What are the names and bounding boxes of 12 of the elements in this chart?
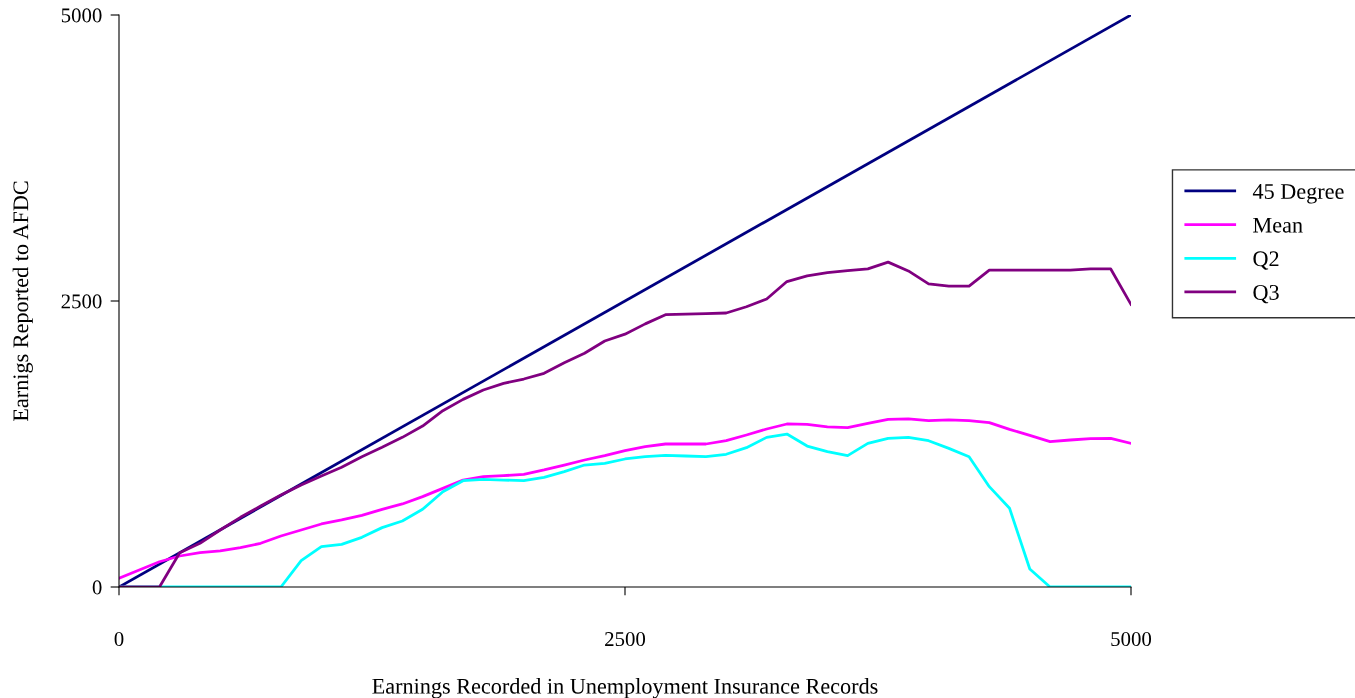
y-axis-title: Earnigs Reported to AFDC: [12, 181, 33, 422]
y-tick-label: 0: [92, 580, 102, 595]
x-tick-label: 2500: [605, 632, 646, 647]
legend-label: Mean: [1253, 217, 1303, 233]
x-tick-label: 5000: [1111, 632, 1152, 647]
x-axis-title: Earnings Recorded in Unemployment Insurance Records: [372, 678, 878, 698]
legend-label: Q2: [1253, 251, 1279, 270]
legend-label: 45 Degree: [1252, 184, 1344, 204]
x-tick-label: 0: [114, 632, 124, 647]
y-tick-label: 2500: [61, 294, 102, 309]
legend-label: Q3: [1253, 284, 1279, 304]
y-tick-label: 5000: [61, 8, 102, 23]
